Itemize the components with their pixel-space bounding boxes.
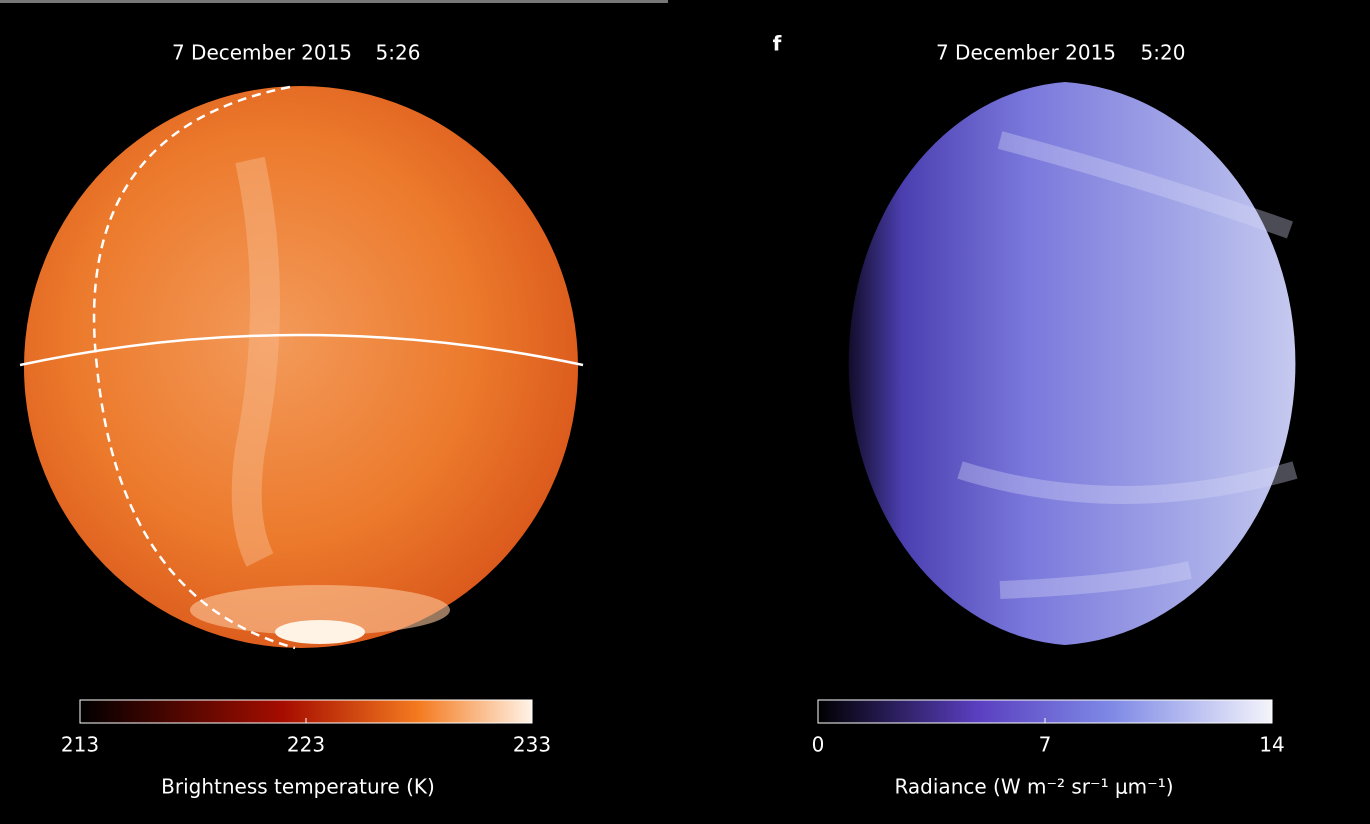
panel-letter: f	[773, 32, 782, 56]
top-edge	[0, 0, 668, 3]
colorbar-label: Radiance (W m⁻² sr⁻¹ μm⁻¹)	[894, 775, 1173, 799]
cloud-streaks	[957, 131, 1298, 599]
colorbar-tick-label: 0	[812, 733, 825, 757]
cloud-band	[231, 156, 280, 567]
panel-date: 7 December 2015	[936, 41, 1116, 65]
colorbar-label: Brightness temperature (K)	[161, 775, 435, 799]
panel-date: 7 December 2015	[172, 41, 352, 65]
equator-line	[19, 333, 584, 367]
panel-time: 5:20	[1141, 41, 1186, 65]
colorbar-tick-label: 223	[287, 733, 325, 757]
venus-uv-image	[848, 82, 1296, 645]
venus-thermal-image	[24, 86, 578, 648]
colorbar-tick-label: 213	[61, 733, 99, 757]
colorbar-tick-label: 14	[1259, 733, 1284, 757]
colorbar-tick-label: 233	[513, 733, 551, 757]
bright-spot	[275, 620, 365, 644]
bright-patch	[190, 585, 450, 635]
panel-time: 5:26	[376, 41, 421, 65]
dashed-meridian	[92, 85, 296, 650]
colorbar-tick-label: 7	[1039, 733, 1052, 757]
